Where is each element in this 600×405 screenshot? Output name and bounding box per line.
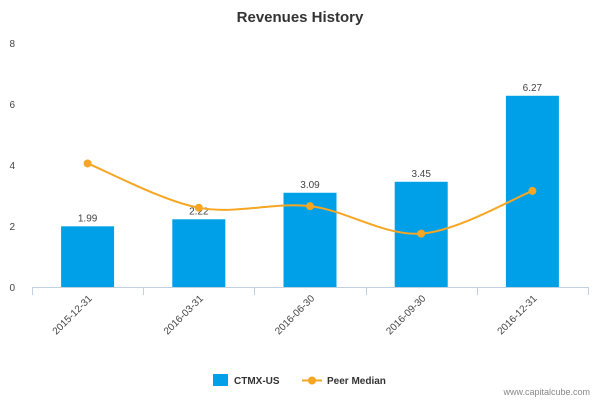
x-tick-label: 2016-09-30 <box>384 293 428 337</box>
chart-title: Revenues History <box>237 9 364 26</box>
y-axis: 0 2 4 6 8 <box>9 39 15 294</box>
peer-median-point <box>306 202 314 211</box>
legend-label-ctmx: CTMX-US <box>234 376 280 387</box>
y-tick-label: 0 <box>9 283 15 294</box>
line-series-peer-median <box>83 159 537 238</box>
bar <box>61 226 115 287</box>
y-tick-label: 6 <box>9 100 15 111</box>
x-axis: 2015-12-31 2016-03-31 2016-06-30 2016-09-30… <box>32 287 589 337</box>
y-tick-label: 8 <box>9 39 15 50</box>
bar-value-label: 3.09 <box>300 180 320 191</box>
peer-median-point <box>528 186 537 195</box>
y-tick-label: 4 <box>9 161 15 172</box>
watermark: www.capitalcube.com <box>502 387 590 397</box>
peer-median-point <box>417 229 426 238</box>
bar-value-label: 6.27 <box>523 83 543 94</box>
bar-value-label: 1.99 <box>78 213 98 224</box>
legend-marker-peer-median <box>308 376 316 385</box>
y-tick-label: 2 <box>9 222 15 233</box>
legend: CTMX-US Peer Median <box>213 374 386 387</box>
x-tick-label: 2016-06-30 <box>273 293 317 337</box>
bar-value-label: 3.45 <box>411 169 431 180</box>
legend-label-peer-median: Peer Median <box>327 376 386 387</box>
peer-median-point <box>194 203 203 212</box>
bar <box>172 219 226 287</box>
legend-swatch-ctmx <box>213 374 228 386</box>
peer-median-point <box>83 159 92 168</box>
x-tick-label: 2015-12-31 <box>51 293 95 337</box>
x-tick-label: 2016-12-31 <box>496 293 540 337</box>
bar-value-label: 2.22 <box>189 206 209 217</box>
x-tick-label: 2016-03-31 <box>162 293 206 337</box>
